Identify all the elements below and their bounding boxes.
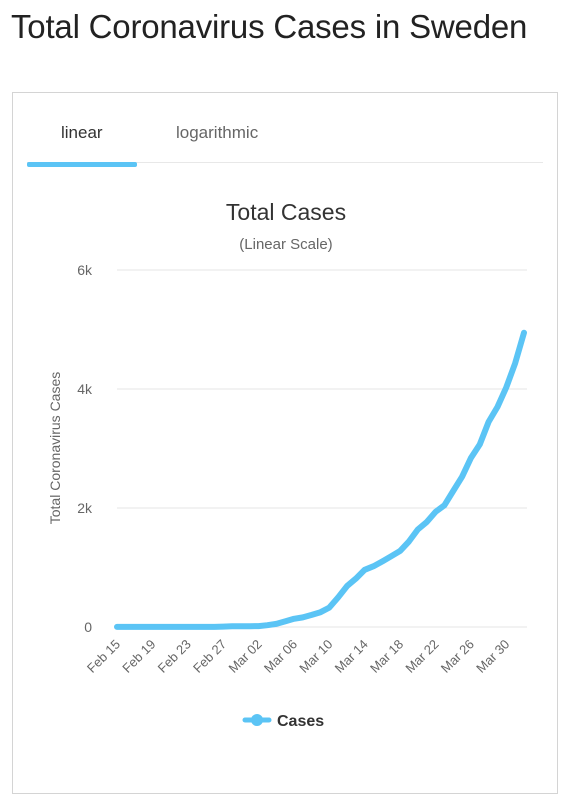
data-point [211, 624, 217, 630]
series-line-cases [114, 329, 527, 630]
data-point [459, 474, 465, 480]
data-point [149, 624, 155, 630]
data-point [521, 330, 527, 336]
x-tick-label: Mar 18 [367, 637, 406, 676]
data-point [238, 623, 244, 629]
data-point [114, 624, 120, 630]
x-tick-label: Mar 14 [332, 637, 371, 676]
y-tick-label: 6k [77, 262, 93, 278]
data-point [353, 575, 359, 582]
data-point [185, 624, 191, 630]
data-point [158, 624, 164, 630]
data-point [255, 623, 262, 629]
y-axis-ticks: 0 2k 4k 6k [77, 262, 93, 635]
data-point [300, 614, 306, 621]
data-point [424, 519, 430, 525]
data-point [370, 563, 377, 569]
data-point [194, 624, 200, 630]
data-point [432, 509, 439, 515]
data-point [344, 583, 350, 589]
data-point [388, 553, 394, 559]
data-point [379, 558, 386, 564]
chart-subtitle: (Linear Scale) [239, 236, 332, 253]
tab-linear[interactable]: linear [61, 123, 103, 142]
data-point [167, 624, 173, 630]
y-tick-label: 2k [77, 500, 93, 516]
page-title: Total Coronavirus Cases in Sweden [11, 8, 528, 45]
data-point [406, 538, 412, 544]
x-tick-label: Feb 15 [84, 637, 123, 676]
data-point [247, 623, 253, 629]
data-point [264, 622, 271, 628]
y-tick-label: 0 [84, 619, 92, 635]
data-point [326, 605, 332, 611]
data-point [132, 624, 138, 630]
x-tick-label: Mar 30 [473, 637, 512, 676]
data-point [273, 621, 279, 627]
tabs-divider [27, 162, 543, 163]
legend-label-cases: Cases [277, 713, 324, 730]
data-point [494, 404, 501, 410]
x-tick-label: Feb 27 [190, 637, 229, 676]
data-point [317, 609, 324, 615]
data-point [503, 384, 509, 390]
legend[interactable]: Cases [242, 713, 324, 730]
data-point [362, 567, 368, 573]
series-layer [114, 329, 527, 630]
y-tick-label: 4k [77, 381, 93, 397]
data-point [291, 616, 297, 622]
x-tick-label: Mar 06 [261, 637, 300, 676]
data-point [140, 624, 147, 630]
x-tick-label: Mar 26 [438, 637, 477, 676]
scale-tabs: linear logarithmic [13, 93, 557, 168]
x-tick-label: Feb 23 [155, 637, 194, 676]
data-point [468, 455, 474, 461]
data-point [477, 441, 483, 447]
data-point [202, 624, 209, 630]
data-point [123, 624, 129, 630]
gridlines [117, 269, 527, 628]
active-tab-indicator [27, 162, 137, 167]
y-axis-label: Total Coronavirus Cases [47, 372, 63, 525]
chart-title: Total Cases [226, 199, 346, 225]
x-tick-label: Feb 19 [119, 637, 158, 676]
data-point [450, 488, 456, 494]
x-tick-label: Mar 22 [402, 637, 441, 676]
data-point [282, 618, 288, 625]
x-tick-label: Mar 10 [296, 637, 335, 676]
legend-swatch-marker [251, 714, 263, 726]
data-point [441, 502, 447, 508]
data-point [309, 612, 315, 618]
data-point [397, 548, 403, 554]
data-point [486, 419, 492, 425]
chart-svg: Total Cases (Linear Scale) Total Coronav… [47, 199, 527, 730]
data-point [220, 623, 226, 630]
data-point [229, 623, 235, 629]
data-point [176, 624, 182, 630]
data-point [512, 360, 518, 366]
data-point [335, 594, 341, 600]
x-tick-label: Mar 02 [225, 637, 264, 676]
chart-card: linear logarithmic Total Cases (Linear S… [12, 92, 558, 794]
data-point [415, 526, 421, 533]
tab-logarithmic[interactable]: logarithmic [176, 123, 259, 142]
